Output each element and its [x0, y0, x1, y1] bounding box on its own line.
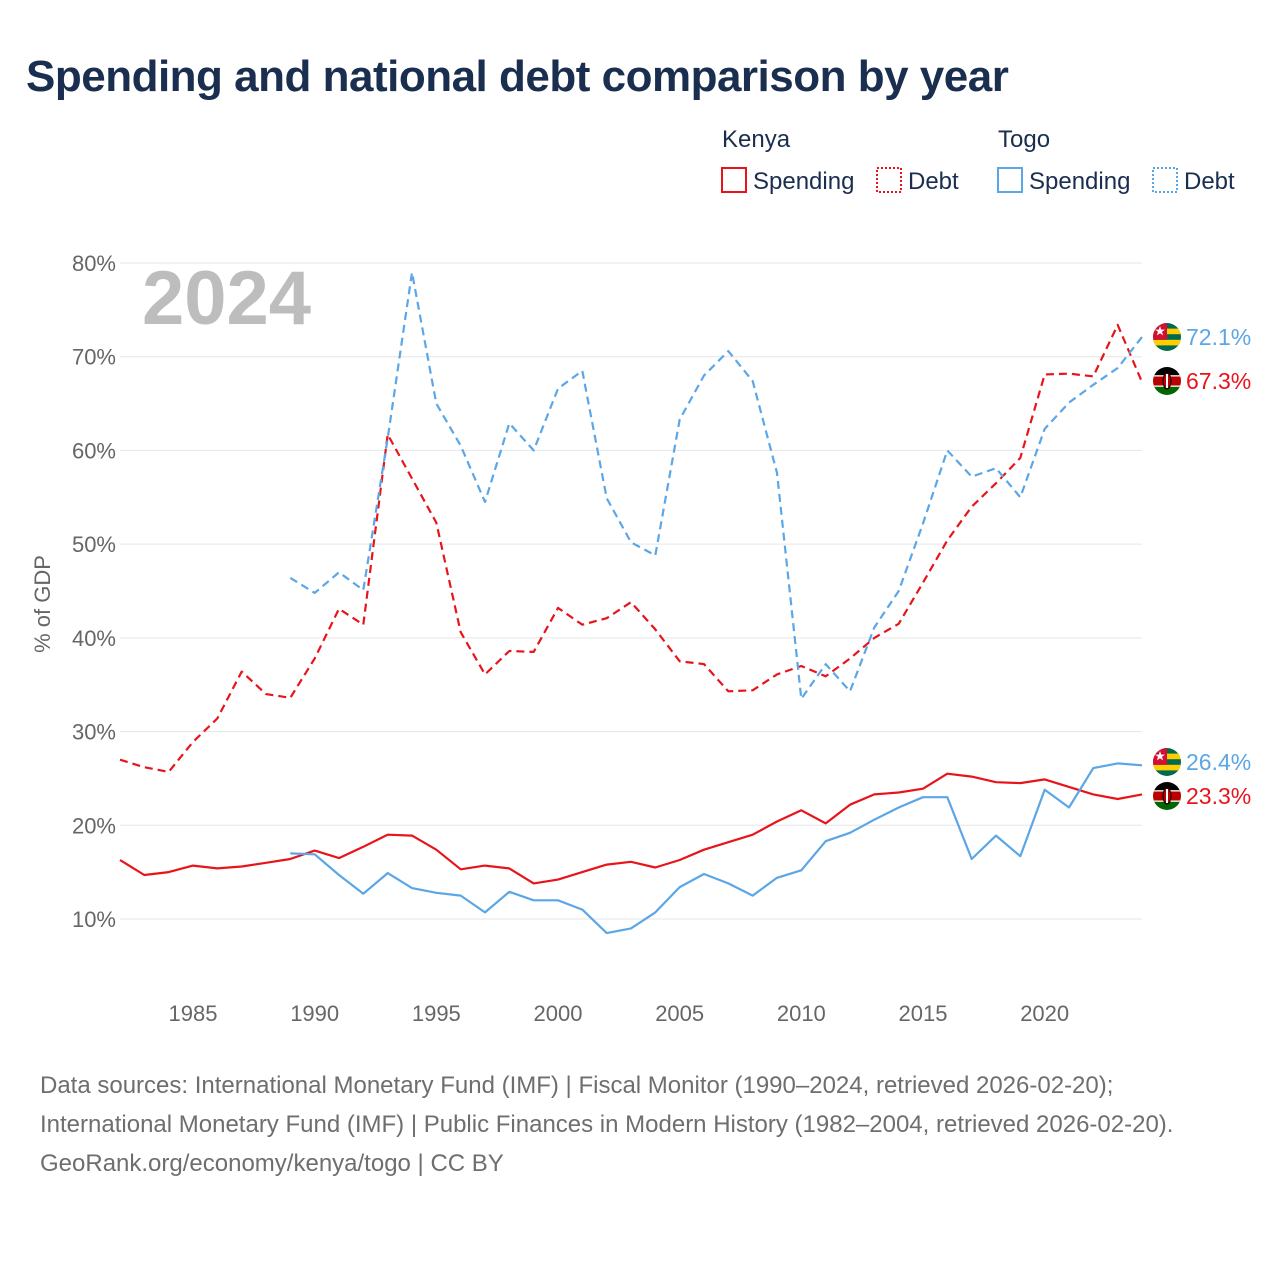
- togo-flag-icon: [1153, 748, 1181, 776]
- end-label-kenya-debt: 67.3%: [1186, 368, 1251, 394]
- x-tick-label: 1990: [290, 1001, 339, 1026]
- legend-swatch-kenya-spending: [721, 167, 747, 193]
- chart-title: Spending and national debt comparison by…: [26, 52, 1009, 101]
- credit-link[interactable]: GeoRank.org/economy/kenya/togo | CC BY: [40, 1150, 504, 1177]
- x-axis-ticks: 1985 1990 1995 2000 2005 2010 2015 2020: [169, 1001, 1070, 1026]
- end-label-togo-spending: 26.4%: [1186, 749, 1251, 775]
- y-tick-label: 50%: [72, 532, 116, 557]
- series-lines: [119, 271, 1144, 935]
- legend-group-kenya: Kenya: [722, 126, 791, 153]
- footer: Data sources: International Monetary Fun…: [40, 1066, 1240, 1183]
- legend-swatch-togo-spending: [997, 167, 1023, 193]
- y-tick-label: 80%: [72, 251, 116, 276]
- y-tick-label: 70%: [72, 345, 116, 370]
- legend-swatch-kenya-debt: [876, 167, 902, 193]
- y-tick-label: 10%: [72, 907, 116, 932]
- legend-group-togo: Togo: [998, 126, 1050, 153]
- year-watermark: 2024: [142, 256, 311, 341]
- legend-item-togo-debt[interactable]: Debt: [1184, 168, 1235, 195]
- series-line-kenya-debt: [119, 323, 1144, 774]
- x-tick-label: 2015: [899, 1001, 948, 1026]
- x-tick-label: 1995: [412, 1001, 461, 1026]
- y-axis-label: % of GDP: [30, 555, 55, 653]
- legend-item-togo-spending[interactable]: Spending: [1029, 168, 1130, 195]
- x-tick-label: 2000: [534, 1001, 583, 1026]
- chart: 10% 20% 30% 40% 50% 60% 70% 80% 1985 1990 1995 200…: [30, 126, 1251, 1026]
- x-tick-label: 1985: [169, 1001, 218, 1026]
- y-tick-label: 60%: [72, 438, 116, 463]
- y-tick-label: 40%: [72, 626, 116, 651]
- x-tick-label: 2020: [1020, 1001, 1069, 1026]
- series-line-kenya-spending: [119, 772, 1143, 885]
- kenya-flag-icon: [1153, 367, 1181, 395]
- gridlines: [120, 262, 1142, 920]
- legend-item-kenya-debt[interactable]: Debt: [908, 168, 959, 195]
- end-label-togo-debt: 72.1%: [1186, 324, 1251, 350]
- legend: Kenya Spending Debt Togo Spending Debt: [721, 126, 1235, 195]
- series-line-togo-debt: [289, 271, 1143, 700]
- series-line-togo-spending: [290, 762, 1143, 935]
- togo-flag-icon: [1153, 323, 1181, 351]
- x-tick-label: 2010: [777, 1001, 826, 1026]
- y-tick-label: 20%: [72, 813, 116, 838]
- kenya-flag-icon: [1153, 782, 1181, 810]
- x-tick-label: 2005: [655, 1001, 704, 1026]
- y-tick-label: 30%: [72, 720, 116, 745]
- y-axis-ticks: 10% 20% 30% 40% 50% 60% 70% 80%: [72, 251, 116, 932]
- data-sources: Data sources: International Monetary Fun…: [40, 1072, 1174, 1138]
- legend-swatch-togo-debt: [1152, 167, 1178, 193]
- end-label-kenya-spending: 23.3%: [1186, 783, 1251, 809]
- legend-item-kenya-spending[interactable]: Spending: [753, 168, 854, 195]
